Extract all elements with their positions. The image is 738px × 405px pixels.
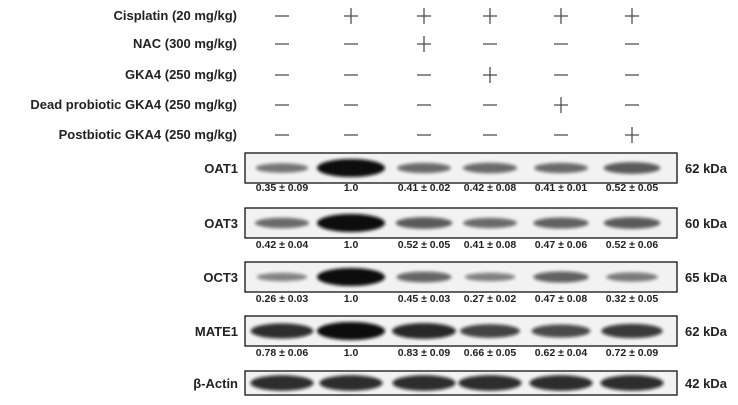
plus-sign xyxy=(554,8,568,24)
band-quantification-value: 0.52 ± 0.05 xyxy=(606,182,659,194)
blot-protein-label: OAT3 xyxy=(204,216,238,231)
plus-sign xyxy=(344,8,358,24)
protein-band xyxy=(529,375,593,391)
protein-band xyxy=(606,272,658,282)
band-quantification-value: 0.41 ± 0.01 xyxy=(535,182,588,194)
band-quantification-value: 1.0 xyxy=(344,182,359,194)
protein-band xyxy=(250,375,314,391)
blot-protein-label: OAT1 xyxy=(204,161,238,176)
protein-band xyxy=(601,323,663,339)
molecular-weight-label: 60 kDa xyxy=(685,216,728,231)
protein-band xyxy=(600,375,664,391)
band-quantification-value: 0.66 ± 0.05 xyxy=(464,347,517,359)
molecular-weight-label: 42 kDa xyxy=(685,376,728,391)
band-quantification-value: 0.45 ± 0.03 xyxy=(398,293,451,305)
plus-sign xyxy=(417,8,431,24)
protein-band xyxy=(463,217,517,229)
treatment-label: Postbiotic GKA4 (250 mg/kg) xyxy=(59,127,237,142)
protein-band xyxy=(464,272,516,282)
band-quantification-value: 0.62 ± 0.04 xyxy=(535,347,588,359)
band-quantification-value: 0.27 ± 0.02 xyxy=(464,293,517,305)
protein-band xyxy=(396,271,452,283)
protein-band xyxy=(533,217,589,229)
protein-band xyxy=(458,375,522,391)
protein-band xyxy=(317,322,385,340)
band-quantification-value: 0.52 ± 0.05 xyxy=(398,239,451,251)
band-quantification-value: 0.72 ± 0.09 xyxy=(606,347,659,359)
molecular-weight-label: 62 kDa xyxy=(685,324,728,339)
protein-band xyxy=(317,268,385,286)
molecular-weight-label: 62 kDa xyxy=(685,161,728,176)
protein-band xyxy=(397,162,451,174)
band-quantification-value: 0.47 ± 0.08 xyxy=(535,293,588,305)
band-quantification-value: 0.41 ± 0.08 xyxy=(464,239,517,251)
treatment-label: Dead probiotic GKA4 (250 mg/kg) xyxy=(30,97,237,112)
treatment-label: Cisplatin (20 mg/kg) xyxy=(113,8,237,23)
band-quantification-value: 0.47 ± 0.06 xyxy=(535,239,588,251)
band-quantification-value: 0.32 ± 0.05 xyxy=(606,293,659,305)
band-quantification-value: 0.35 ± 0.09 xyxy=(256,182,309,194)
protein-band xyxy=(319,375,383,391)
protein-band xyxy=(460,324,520,338)
plus-sign xyxy=(483,67,497,83)
protein-band xyxy=(531,324,591,338)
protein-band xyxy=(255,163,309,173)
protein-band xyxy=(462,162,518,174)
plus-sign xyxy=(483,8,497,24)
plus-sign xyxy=(625,127,639,143)
protein-band xyxy=(392,375,456,391)
band-quantification-value: 0.83 ± 0.09 xyxy=(398,347,451,359)
treatment-table: Cisplatin (20 mg/kg) NAC (300 mg/kg) GKA4 … xyxy=(30,8,639,143)
band-quantification-value: 0.78 ± 0.06 xyxy=(256,347,309,359)
band-quantification-value: 1.0 xyxy=(344,293,359,305)
band-quantification-value: 0.41 ± 0.02 xyxy=(398,182,451,194)
plus-sign xyxy=(417,36,431,52)
blot-panels: OAT1 62 kDa 0.35 ± 0.09 1.0 0.41 ± 0.02 0.42 … xyxy=(193,152,728,396)
protein-band xyxy=(392,323,456,339)
protein-band xyxy=(254,217,310,229)
band-quantification-value: 0.52 ± 0.06 xyxy=(606,239,659,251)
molecular-weight-label: 65 kDa xyxy=(685,270,728,285)
band-quantification-value: 1.0 xyxy=(344,347,359,359)
band-quantification-value: 0.42 ± 0.04 xyxy=(256,239,309,251)
protein-band xyxy=(603,162,661,174)
protein-band xyxy=(534,162,588,174)
band-quantification-value: 0.42 ± 0.08 xyxy=(464,182,517,194)
protein-band xyxy=(603,217,661,229)
blot-protein-label: OCT3 xyxy=(203,270,238,285)
treatment-label: GKA4 (250 mg/kg) xyxy=(125,67,237,82)
protein-band xyxy=(317,214,385,232)
protein-band xyxy=(395,217,453,229)
band-quantification-value: 0.26 ± 0.03 xyxy=(256,293,309,305)
protein-band xyxy=(250,323,314,339)
blot-protein-label: MATE1 xyxy=(195,324,238,339)
plus-sign xyxy=(625,8,639,24)
protein-band xyxy=(256,272,308,282)
treatment-label: NAC (300 mg/kg) xyxy=(133,36,237,51)
protein-band xyxy=(317,159,385,177)
band-quantification-value: 1.0 xyxy=(344,239,359,251)
plus-sign xyxy=(554,97,568,113)
blot-protein-label: β-Actin xyxy=(193,376,238,391)
protein-band xyxy=(533,271,589,283)
